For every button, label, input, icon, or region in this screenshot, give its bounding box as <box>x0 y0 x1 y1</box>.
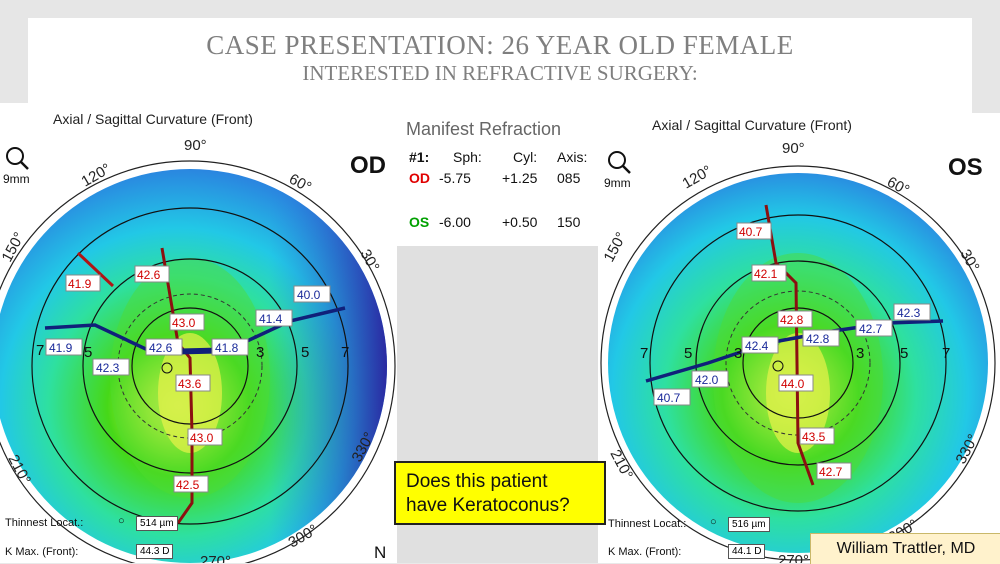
od-topography-map: 41.9 42.6 43.0 43.6 43.0 42.5 40.0 41.4 … <box>0 103 397 563</box>
os-ring-7 <box>649 214 947 512</box>
svg-text:5: 5 <box>900 345 908 362</box>
os-red-value: 44.0 <box>781 377 805 391</box>
os-ring-numbers: 7 5 3 3 5 7 <box>640 345 950 362</box>
svg-text:120°: 120° <box>680 162 715 192</box>
magnifier-icon <box>608 151 631 174</box>
svg-text:60°: 60° <box>286 171 314 197</box>
presenter-credit: William Trattler, MD <box>810 533 1000 564</box>
od-blue-value: 41.4 <box>259 312 283 326</box>
os-blue-value: 40.7 <box>657 391 681 405</box>
os-blue-value: 42.7 <box>859 322 883 336</box>
os-topography-map: 40.7 42.1 42.8 44.0 43.5 42.7 42.3 42.7 … <box>598 113 1000 563</box>
os-thinnest-label: Thinnest Locat.: <box>608 518 687 530</box>
od-ring-7 <box>31 207 349 525</box>
od-steep-axis-short <box>76 251 115 288</box>
os-kmax-value: 44.1 D <box>728 544 766 559</box>
svg-text:60°: 60° <box>884 174 912 200</box>
od-red-value: 41.9 <box>68 277 92 291</box>
svg-text:3: 3 <box>256 344 264 361</box>
os-red-value: 40.7 <box>739 225 763 239</box>
od-blue-value: 42.6 <box>149 341 173 355</box>
od-kmax-label: K Max. (Front): <box>5 546 79 558</box>
od-red-value: 42.5 <box>176 478 200 492</box>
svg-text:7: 7 <box>341 344 349 361</box>
os-blue-value: 42.3 <box>897 306 921 320</box>
od-red-value: 42.6 <box>137 268 161 282</box>
os-blue-value: 42.4 <box>745 339 769 353</box>
od-scale-label: 9mm <box>3 172 30 186</box>
svg-text:150°: 150° <box>601 229 631 264</box>
os-scale-label: 9mm <box>604 176 631 190</box>
od-outer-scale <box>0 160 396 563</box>
svg-text:90°: 90° <box>782 140 805 157</box>
refraction-heading: Manifest Refraction <box>406 119 562 139</box>
od-thinnest-value: 514 µm <box>136 516 178 531</box>
os-red-value: 42.7 <box>819 465 843 479</box>
od-red-value: 43.0 <box>172 316 196 330</box>
svg-text:3: 3 <box>856 345 864 362</box>
od-ring-5 <box>82 258 298 474</box>
od-blue-labels: 40.0 41.4 41.9 42.6 41.8 42.3 <box>45 285 331 376</box>
od-apex-marker <box>161 362 173 374</box>
od-red-value: 43.0 <box>190 431 214 445</box>
question-line-1: Does this patient <box>406 471 548 492</box>
os-blue-value: 42.8 <box>806 332 830 346</box>
svg-text:7: 7 <box>942 345 950 362</box>
os-outer-scale <box>600 165 996 561</box>
os-kmax-label: K Max. (Front): <box>608 546 682 558</box>
os-blue-labels: 42.3 42.7 42.8 42.4 42.0 40.7 <box>653 303 931 406</box>
os-red-value: 42.8 <box>780 313 804 327</box>
question-callout: Does this patient have Keratoconus? <box>394 461 606 525</box>
svg-text:5: 5 <box>84 344 92 361</box>
od-red-labels: 41.9 42.6 43.0 43.6 43.0 42.5 <box>65 265 223 493</box>
svg-text:3: 3 <box>734 345 742 362</box>
svg-text:7: 7 <box>36 342 44 359</box>
od-flat-axis <box>44 306 346 353</box>
os-apex-marker <box>772 360 784 372</box>
od-blue-value: 42.3 <box>96 361 120 375</box>
os-ring-5 <box>695 260 901 466</box>
svg-text:270°: 270° <box>778 552 809 563</box>
svg-text:120°: 120° <box>79 160 114 190</box>
title-line-2: INTERESTED IN REFRACTIVE SURGERY: <box>302 61 698 85</box>
os-flat-axis <box>645 319 944 383</box>
os-radio-icon[interactable]: ○ <box>710 516 717 528</box>
svg-text:150°: 150° <box>0 229 28 264</box>
svg-text:5: 5 <box>301 344 309 361</box>
svg-text:5: 5 <box>684 345 692 362</box>
os-map-title: Axial / Sagittal Curvature (Front) <box>652 117 852 133</box>
magnifier-icon <box>6 147 29 170</box>
od-map-graphic: 41.9 42.6 43.0 43.6 43.0 42.5 40.0 41.4 … <box>0 137 396 563</box>
od-ring-3 <box>131 307 249 425</box>
od-blue-value: 41.9 <box>49 341 73 355</box>
os-red-value: 42.1 <box>754 267 778 281</box>
question-line-2: have Keratoconus? <box>406 495 570 516</box>
os-map-graphic: 40.7 42.1 42.8 44.0 43.5 42.7 42.3 42.7 … <box>600 140 996 563</box>
os-red-labels: 40.7 42.1 42.8 44.0 43.5 42.7 <box>736 222 852 480</box>
os-steep-axis <box>764 204 815 486</box>
od-kmax-value: 44.3 D <box>136 544 174 559</box>
slide-title: CASE PRESENTATION: 26 YEAR OLD FEMALE IN… <box>0 30 1000 86</box>
manifest-refraction-table: Manifest Refraction #1: Sph: Cyl: Axis: … <box>397 113 598 246</box>
os-thinnest-value: 516 µm <box>728 517 770 532</box>
os-blue-value: 42.0 <box>695 373 719 387</box>
od-map-title: Axial / Sagittal Curvature (Front) <box>53 111 253 127</box>
os-red-value: 43.5 <box>802 430 826 444</box>
od-blue-value: 41.8 <box>215 341 239 355</box>
title-line-1: CASE PRESENTATION: 26 YEAR OLD FEMALE <box>206 30 794 60</box>
svg-text:270°: 270° <box>200 553 231 563</box>
svg-text:90°: 90° <box>184 137 207 154</box>
od-blue-value: 40.0 <box>297 288 321 302</box>
od-radio-icon[interactable]: ○ <box>118 515 125 527</box>
od-red-value: 43.6 <box>178 377 202 391</box>
od-thinnest-label: Thinnest Locat.: <box>5 517 84 529</box>
svg-text:7: 7 <box>640 345 648 362</box>
od-nasal-label: N <box>374 543 386 562</box>
od-ring-numbers: 7 5 3 5 7 <box>36 342 349 361</box>
od-eye-label: OD <box>350 152 386 179</box>
os-eye-label: OS <box>948 154 983 181</box>
